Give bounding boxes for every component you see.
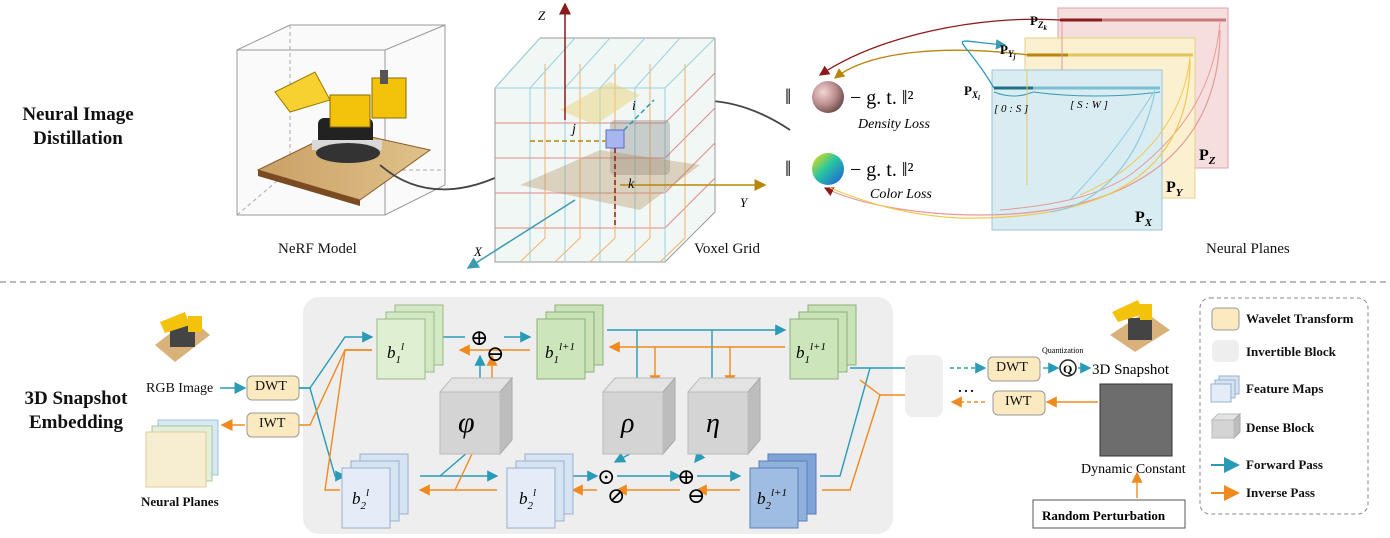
label-b2l-mid: b2l	[519, 487, 536, 512]
dwt-label-left: DWT	[255, 379, 287, 394]
density-ball	[812, 81, 844, 113]
legend-feature-swatch	[1210, 375, 1240, 403]
z-axis-label: Z	[538, 8, 546, 23]
op-dot: ⊙	[597, 464, 615, 489]
index-i: i	[632, 99, 636, 114]
density-formula: − g. t. ‖²	[850, 87, 913, 109]
label-b1l1-mid: b1l+1	[545, 341, 575, 366]
phi-symbol: φ	[458, 406, 475, 439]
iwt-label-right: IWT	[1005, 394, 1032, 409]
op-plus-top: ⊕	[470, 325, 488, 350]
feature-map-b2l	[341, 453, 409, 529]
row-labels: PXi PYj PZk	[964, 13, 1047, 102]
dense-block-eta	[686, 376, 762, 456]
range-second: [ S : W ]	[1070, 99, 1108, 111]
range-first: [ 0 : S ]	[994, 103, 1028, 115]
legend-forward-label: Forward Pass	[1246, 457, 1323, 472]
index-k: k	[628, 177, 635, 192]
label-b2l: b2l	[352, 487, 369, 512]
op-slash: ⊘	[607, 483, 625, 508]
norm-bar-color: ‖	[785, 156, 791, 181]
iwt-box-right	[992, 390, 1046, 416]
op-minus-bottom: ⊖	[687, 483, 705, 508]
x-axis	[466, 199, 576, 269]
legend-invertible-label: Invertible Block	[1246, 344, 1336, 359]
eta-symbol: η	[706, 408, 720, 439]
norm-bar-density: ‖	[785, 84, 791, 109]
y-axis-label: Y	[740, 195, 749, 210]
color-ball	[812, 153, 844, 185]
color-loss-label: Color Loss	[870, 187, 932, 202]
legend-dense-swatch	[1210, 412, 1242, 440]
section-title-line: 3D Snapshot	[24, 388, 128, 409]
neural-planes-stack	[145, 419, 219, 488]
dense-block-phi	[438, 376, 514, 456]
index-j: j	[570, 122, 576, 137]
dwt-label-right: DWT	[996, 360, 1028, 375]
feature-map-b2l1	[749, 453, 817, 529]
label-b2l1: b2l+1	[757, 487, 787, 512]
voxel-grid	[494, 37, 716, 263]
feature-map-b2l-mid	[506, 453, 574, 529]
section-title-distillation: Neural Image Distillation	[8, 103, 148, 151]
random-perturbation-label: Random Perturbation	[1042, 508, 1166, 523]
op-plus-bottom: ⊕	[677, 464, 695, 489]
legend-dense-label: Dense Block	[1246, 420, 1315, 435]
feature-map-b1l1-right	[789, 304, 857, 380]
legend-feature-label: Feature Maps	[1246, 381, 1324, 396]
neural-planes	[991, 7, 1229, 231]
nerf-model-caption: NeRF Model	[278, 241, 357, 257]
snapshot-label: 3D Snapshot	[1092, 362, 1170, 378]
next-invertible-block	[905, 355, 943, 417]
rho-symbol: ρ	[620, 408, 634, 439]
rgb-image-thumb	[155, 312, 210, 362]
color-formula: − g. t. ‖²	[850, 159, 913, 181]
plane-labels: PX PY PZ	[1135, 147, 1216, 229]
plane-y-label: PY	[1166, 179, 1184, 199]
iwt-label-left: IWT	[259, 416, 286, 431]
plane-x-label: PX	[1135, 209, 1153, 229]
quantization-label: Quantization	[1042, 346, 1083, 355]
label-b1l: b1l	[387, 341, 404, 366]
dynamic-constant-label: Dynamic Constant	[1081, 462, 1186, 477]
snapshot-thumb	[1110, 300, 1170, 352]
row-label-xi: PXi	[964, 83, 980, 102]
row-label-yj: PYj	[1000, 42, 1015, 61]
legend-box	[1199, 297, 1369, 515]
row-label-zk: PZk	[1030, 13, 1047, 32]
rgb-image-label: RGB Image	[146, 381, 214, 396]
dense-block-rho	[601, 376, 677, 456]
density-loss-label: Density Loss	[857, 117, 931, 132]
section-title-line: Embedding	[29, 412, 123, 433]
legend-invertible-swatch	[1212, 340, 1239, 362]
label-b1l1-right: b1l+1	[796, 341, 826, 366]
nerf-model	[236, 24, 446, 216]
dynamic-constant-square	[1099, 383, 1173, 457]
invertible-block-panel	[303, 297, 893, 534]
op-minus-top: ⊖	[486, 341, 504, 366]
feature-map-b1l1-mid	[536, 304, 604, 380]
dwt-box-right	[987, 356, 1041, 382]
voxel-grid-caption: Voxel Grid	[694, 241, 760, 257]
x-axis-label: X	[473, 244, 483, 259]
neural-planes-label: Neural Planes	[141, 494, 219, 509]
section-title-line: Distillation	[33, 128, 123, 149]
legend-wavelet-label: Wavelet Transform	[1246, 311, 1354, 326]
plane-z-label: PZ	[1199, 147, 1216, 167]
section-title-embedding: 3D Snapshot Embedding	[6, 387, 146, 435]
quantization-q: Q	[1063, 362, 1072, 376]
section-title-line: Neural Image	[22, 104, 134, 125]
random-perturbation-box	[1032, 499, 1186, 529]
legend-wavelet-swatch	[1211, 307, 1240, 331]
legend-inverse-label: Inverse Pass	[1246, 485, 1315, 500]
ellipsis: …	[957, 376, 975, 396]
neural-planes-caption: Neural Planes	[1206, 241, 1290, 257]
quantization-node	[1059, 359, 1077, 377]
feature-map-b1l	[376, 304, 444, 380]
